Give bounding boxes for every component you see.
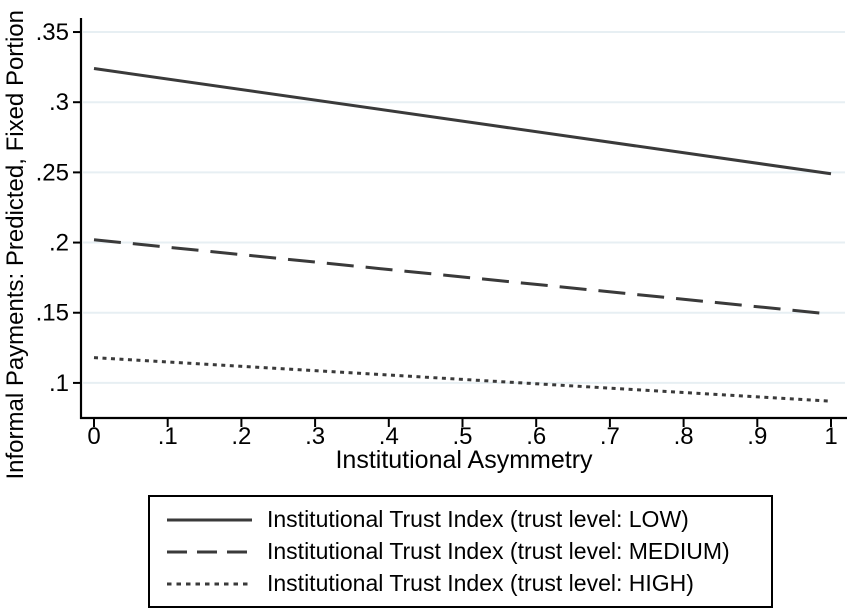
x-tick-label: .3 [305, 423, 325, 450]
x-tick-label: .1 [158, 423, 178, 450]
x-tick-label: .6 [526, 423, 546, 450]
legend-item: Institutional Trust Index (trust level: … [167, 568, 771, 600]
legend-item: Institutional Trust Index (trust level: … [167, 504, 771, 536]
x-tick-label: 1 [824, 423, 837, 450]
y-axis-title: Informal Payments: Predicted, Fixed Port… [2, 10, 29, 480]
y-tick-label: .25 [36, 159, 69, 186]
legend-label: Institutional Trust Index (trust level: … [267, 570, 694, 596]
legend-item: Institutional Trust Index (trust level: … [167, 536, 771, 568]
x-tick-label: .7 [600, 423, 620, 450]
y-tick-label: .2 [49, 230, 69, 257]
plot-area: .1 .15 .2 .25 .3 .35 0 .1 .2 .3 .4 .5 .6 .7 .8 .9 1 [36, 18, 847, 450]
legend-line-sample-dotted [167, 582, 252, 585]
x-tick-label: 0 [87, 423, 100, 450]
legend-label: Institutional Trust Index (trust level: … [267, 538, 730, 564]
legend: Institutional Trust Index (trust level: … [148, 495, 773, 608]
y-tick-label: .1 [49, 370, 69, 397]
series-line-dotted [93, 356, 832, 403]
series-line-dashed [93, 238, 832, 316]
legend-line-sample-solid [167, 518, 252, 521]
x-tick-label: .9 [747, 423, 767, 450]
y-tick-label: .15 [36, 300, 69, 327]
x-tick-label: .5 [452, 423, 472, 450]
y-tick-label: .35 [36, 19, 69, 46]
x-tick-label: .8 [674, 423, 694, 450]
y-axis-title-wrap: Informal Payments: Predicted, Fixed Port… [0, 0, 32, 490]
x-tick-label: .4 [379, 423, 399, 450]
x-tick-label: .2 [231, 423, 251, 450]
y-tick-label: .3 [49, 89, 69, 116]
series-line-solid [93, 67, 832, 176]
x-axis-title: Institutional Asymmetry [335, 446, 593, 474]
legend-line-sample-dashed [167, 550, 252, 553]
legend-label: Institutional Trust Index (trust level: … [267, 506, 689, 532]
